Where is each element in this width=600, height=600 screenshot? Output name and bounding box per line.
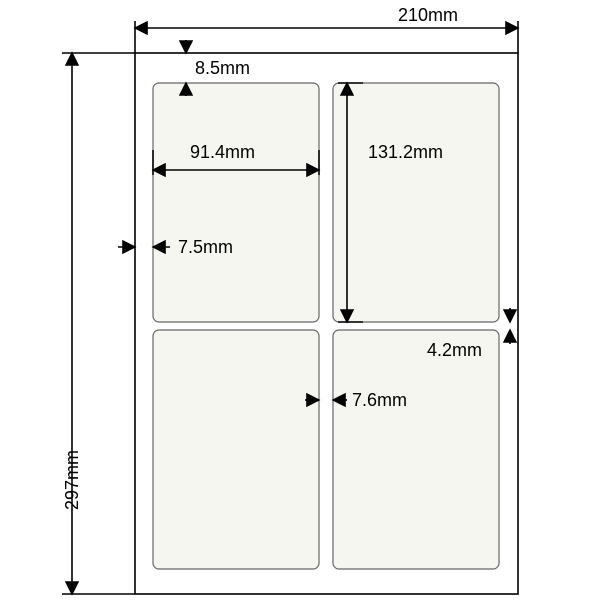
- diagram-stage: 210mm 297mm 8.5mm 91.4mm 131.2mm 7.5mm 4…: [0, 0, 600, 600]
- label-left-margin: 7.5mm: [178, 237, 233, 258]
- label-row-gap: 4.2mm: [427, 340, 482, 361]
- label-br: [333, 330, 499, 569]
- label-label-width: 91.4mm: [190, 142, 255, 163]
- label-page-width: 210mm: [398, 5, 458, 26]
- label-bl: [153, 330, 319, 569]
- label-label-height: 131.2mm: [368, 142, 443, 163]
- label-page-height: 297mm: [62, 450, 83, 510]
- label-tr: [333, 83, 499, 322]
- diagram-svg: [0, 0, 600, 600]
- label-tl: [153, 83, 319, 322]
- label-col-gap: 7.6mm: [352, 390, 407, 411]
- label-top-margin: 8.5mm: [195, 58, 250, 79]
